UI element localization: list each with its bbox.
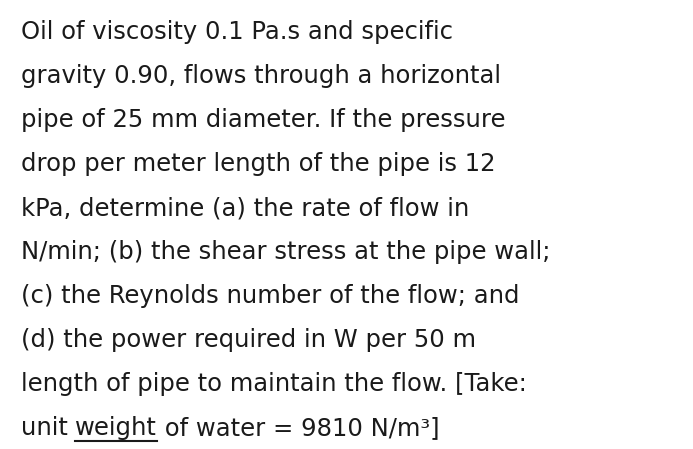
Text: drop per meter length of the pipe is 12: drop per meter length of the pipe is 12 <box>21 152 495 176</box>
Text: kPa, determine (a) the rate of flow in: kPa, determine (a) the rate of flow in <box>21 196 469 220</box>
Text: (d) the power required in W per 50 m: (d) the power required in W per 50 m <box>21 328 476 352</box>
Text: weight: weight <box>76 416 157 440</box>
Text: N/min; (b) the shear stress at the pipe wall;: N/min; (b) the shear stress at the pipe … <box>21 240 550 264</box>
Text: unit: unit <box>21 416 76 440</box>
Text: pipe of 25 mm diameter. If the pressure: pipe of 25 mm diameter. If the pressure <box>21 108 505 132</box>
Text: gravity 0.90, flows through a horizontal: gravity 0.90, flows through a horizontal <box>21 64 501 88</box>
Text: length of pipe to maintain the flow. [Take:: length of pipe to maintain the flow. [Ta… <box>21 372 527 396</box>
Text: Oil of viscosity 0.1 Pa.s and specific: Oil of viscosity 0.1 Pa.s and specific <box>21 20 453 44</box>
Text: (c) the Reynolds number of the flow; and: (c) the Reynolds number of the flow; and <box>21 284 519 308</box>
Text: of water = 9810 N/m³]: of water = 9810 N/m³] <box>157 416 440 440</box>
